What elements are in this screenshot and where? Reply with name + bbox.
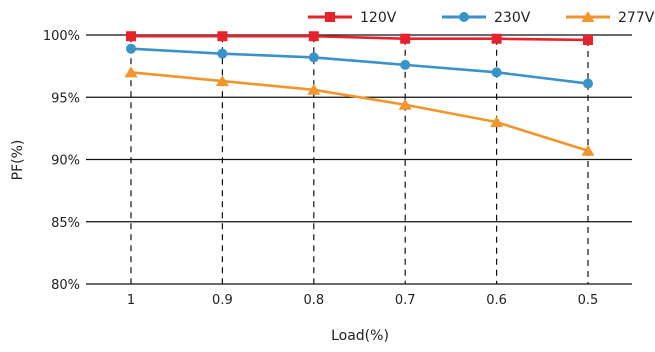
x-tick-label: 0.7 bbox=[395, 293, 416, 308]
x-axis-title: Load(%) bbox=[331, 328, 389, 344]
data-point-120V bbox=[491, 33, 502, 44]
x-tick-label: 0.9 bbox=[212, 293, 233, 308]
y-tick-label: 80% bbox=[51, 278, 80, 293]
data-point-277V bbox=[398, 98, 412, 110]
data-point-230V bbox=[583, 78, 593, 89]
legend-label-120V: 120V bbox=[360, 10, 397, 26]
series-line-120V bbox=[131, 34, 589, 42]
data-point-120V bbox=[217, 31, 228, 42]
data-point-230V bbox=[400, 59, 411, 70]
horizontal-gridlines bbox=[86, 34, 632, 285]
data-point-277V bbox=[124, 66, 138, 78]
y-tick-label: 85% bbox=[51, 216, 80, 231]
legend-label-277V: 277V bbox=[618, 10, 655, 26]
data-point-120V bbox=[400, 33, 411, 44]
y-tick-label: 95% bbox=[51, 91, 80, 106]
x-tick-label: 0.5 bbox=[578, 293, 599, 308]
legend-marker-277V bbox=[581, 11, 595, 22]
series-line-230V bbox=[130, 47, 589, 85]
x-axis-tick-labels: 1 0.9 0.8 0.7 0.6 0.5 bbox=[127, 293, 598, 308]
data-point-277V bbox=[215, 75, 229, 87]
data-point-120V bbox=[308, 31, 319, 42]
series-group bbox=[124, 31, 595, 156]
legend-marker-230V bbox=[459, 12, 469, 22]
legend-label-230V: 230V bbox=[494, 10, 531, 26]
y-tick-label: 90% bbox=[51, 154, 80, 169]
data-point-277V bbox=[490, 116, 504, 128]
data-point-230V bbox=[217, 48, 228, 59]
series-line-277V bbox=[130, 71, 589, 153]
y-tick-label: 100% bbox=[43, 29, 80, 44]
data-point-277V bbox=[307, 83, 321, 95]
x-tick-label: 0.6 bbox=[486, 293, 507, 308]
y-axis-tick-labels: 100% 95% 90% 85% 80% bbox=[43, 29, 80, 293]
data-point-120V bbox=[583, 34, 593, 45]
vertical-drop-lines bbox=[130, 36, 589, 284]
data-point-230V bbox=[308, 52, 319, 63]
legend: 120V 230V 277V bbox=[308, 10, 655, 26]
data-point-230V bbox=[491, 67, 502, 78]
data-point-230V bbox=[126, 43, 136, 54]
x-tick-label: 0.8 bbox=[303, 293, 324, 308]
y-axis-title: PF(%) bbox=[10, 140, 26, 181]
data-point-277V bbox=[581, 144, 595, 156]
legend-marker-120V bbox=[325, 12, 335, 22]
x-tick-label: 1 bbox=[127, 293, 135, 308]
data-point-120V bbox=[126, 31, 136, 42]
